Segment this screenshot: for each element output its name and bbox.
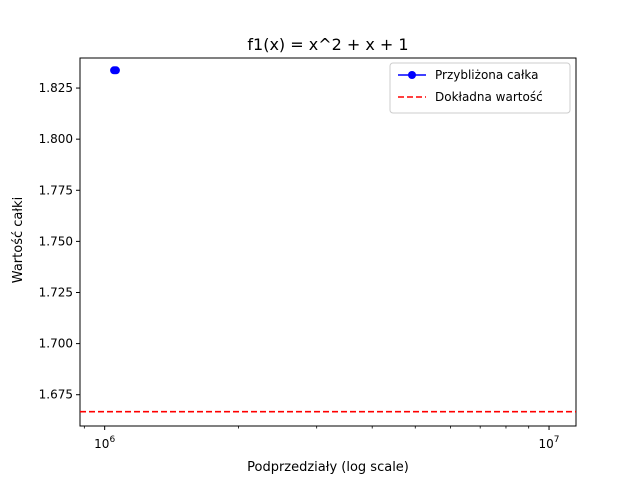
y-tick-label: 1.700 bbox=[39, 337, 73, 351]
legend-label: Dokładna wartość bbox=[435, 90, 543, 104]
legend-label: Przybliżona całka bbox=[435, 68, 539, 82]
x-tick-label: 106 bbox=[94, 435, 115, 451]
y-tick-label: 1.825 bbox=[39, 81, 73, 95]
legend: Przybliżona całka Dokładna wartość bbox=[389, 62, 571, 114]
legend-swatch-approx-marker bbox=[408, 71, 416, 79]
approx-data-point bbox=[111, 66, 120, 75]
y-tick-label: 1.775 bbox=[39, 183, 73, 197]
axes-frame bbox=[79, 57, 577, 427]
y-tick-label: 1.750 bbox=[39, 234, 73, 248]
legend-box bbox=[389, 62, 571, 114]
x-tick-label-exponent: 6 bbox=[109, 435, 115, 445]
y-tick-label: 1.675 bbox=[39, 388, 73, 402]
x-axis-label: Podprzedziały (log scale) bbox=[247, 460, 409, 475]
chart-title: f1(x) = x^2 + x + 1 bbox=[247, 35, 408, 54]
x-tick-label-base: 10 bbox=[94, 437, 109, 451]
x-tick-label: 107 bbox=[539, 435, 560, 451]
x-tick-label-exponent: 7 bbox=[554, 435, 560, 445]
y-tick-label: 1.725 bbox=[39, 285, 73, 299]
y-tick-label: 1.800 bbox=[39, 132, 73, 146]
y-axis-label: Wartość całki bbox=[11, 197, 26, 283]
x-tick-label-base: 10 bbox=[539, 437, 554, 451]
